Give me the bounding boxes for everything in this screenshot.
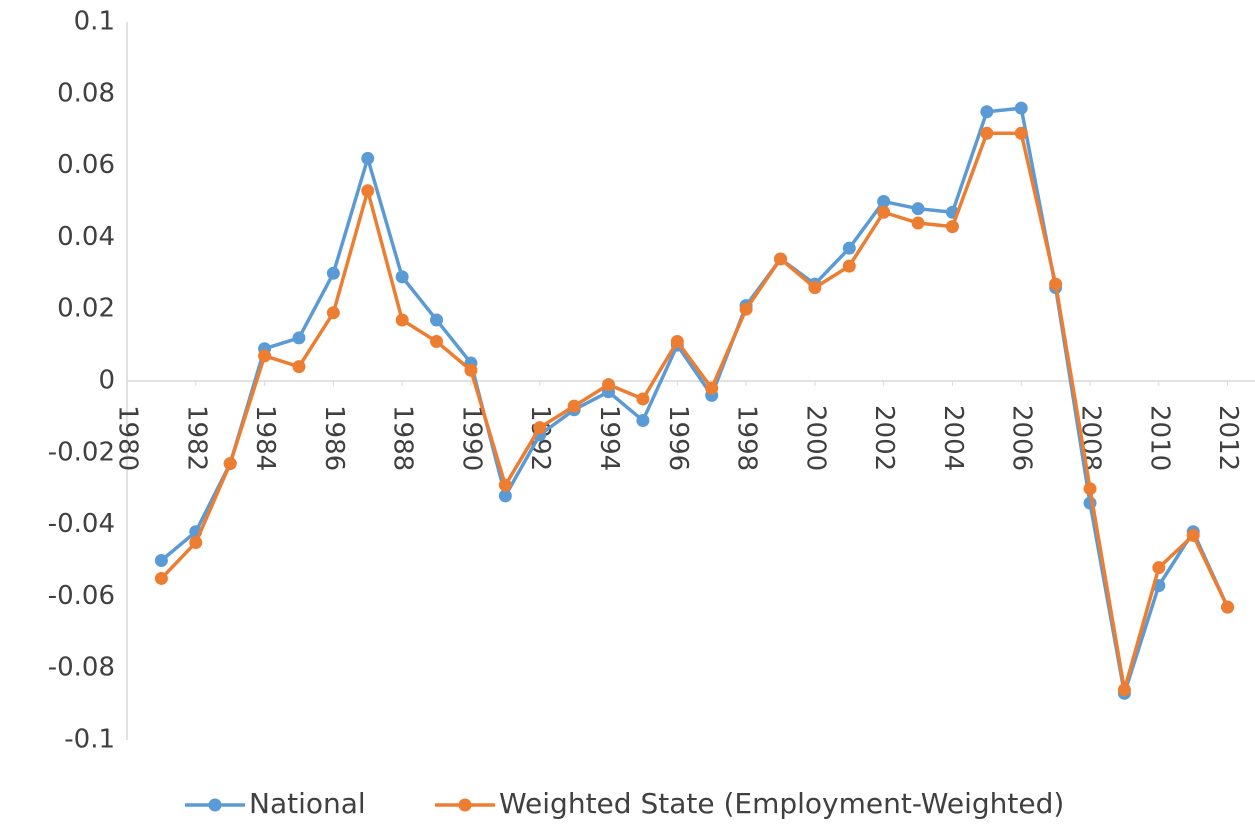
point [223,457,237,471]
series-line [160,131,1230,691]
legend-marker [458,798,472,812]
x-tick-label: 2002 [869,405,899,471]
point [877,195,891,208]
point [430,335,444,349]
point [258,349,272,363]
point [911,202,925,216]
point [808,281,822,295]
point [842,241,856,255]
point [1014,101,1028,115]
series-line [160,106,1230,694]
point [1014,126,1028,140]
y-tick-label: 0.06 [57,150,115,180]
y-tick-label: 0.02 [57,294,115,324]
point [498,478,512,492]
point [911,216,925,230]
x-tick-label: 1990 [456,405,486,471]
x-tick-label: 2006 [1007,405,1037,471]
point [567,399,581,413]
x-tick-label: 2012 [1213,405,1243,471]
point [980,126,994,140]
point [636,413,650,427]
point [877,205,891,219]
point [1117,683,1131,697]
x-tick-label: 1980 [113,405,143,471]
point [533,421,547,435]
point [773,252,787,266]
legend-marker [208,798,222,812]
y-tick-label: -0.08 [48,653,115,683]
x-tick-label: 2010 [1144,405,1174,471]
point [154,571,168,585]
y-tick-label: -0.04 [48,509,115,539]
point [602,378,616,392]
legend-label: National [249,787,366,820]
x-tick-label: 2004 [938,405,968,471]
point [498,489,512,503]
point [1186,528,1200,542]
x-tick-label: 1986 [319,405,349,471]
x-tick-label: 1998 [732,405,762,471]
point [464,363,478,377]
y-tick-label: -0.02 [48,437,115,467]
y-tick-label: 0.1 [74,7,115,37]
point [361,151,375,165]
point [326,306,340,320]
x-tick-label: 1984 [250,405,280,471]
x-tick-label: 1996 [663,405,693,471]
point [430,313,444,327]
point [292,360,306,374]
point [1152,561,1166,575]
point [154,554,168,567]
point [636,392,650,406]
y-tick-label: -0.1 [64,725,115,755]
point [395,270,409,284]
x-tick-label: 2000 [800,405,830,471]
y-tick-label: 0 [98,366,115,396]
x-tick-label: 1988 [388,405,418,471]
y-tick-label: 0.08 [57,78,115,108]
x-tick-label: 1982 [181,405,211,471]
y-tick-label: -0.06 [48,581,115,611]
point [1049,277,1063,291]
legend-label: Weighted State (Employment-Weighted) [499,787,1064,820]
point [842,259,856,273]
point [1221,600,1235,614]
point [945,220,959,234]
y-tick-label: 0.04 [57,222,115,252]
point [361,184,375,198]
x-tick-label: 1994 [594,405,624,471]
point [395,313,409,327]
point [1083,482,1097,496]
point [980,105,994,119]
point [292,331,306,345]
point [189,536,203,550]
point [670,335,684,349]
point [739,302,753,316]
point [326,266,340,280]
point [705,381,719,395]
